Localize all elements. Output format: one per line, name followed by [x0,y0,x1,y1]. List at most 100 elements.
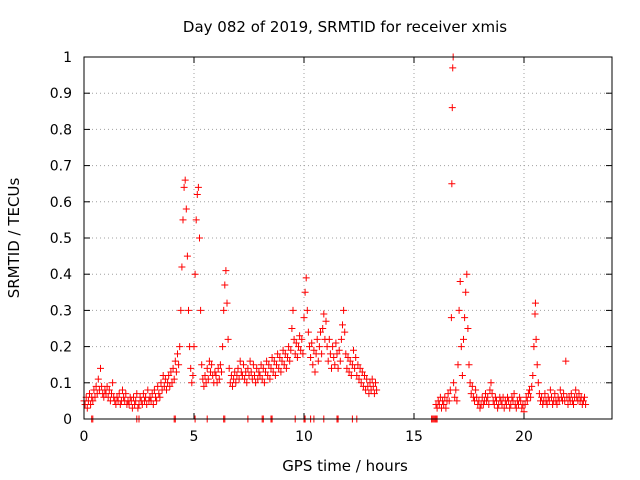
data-point [108,390,115,398]
data-point [203,364,211,372]
axes [83,56,613,420]
data-point [302,274,310,282]
data-point [546,386,554,394]
data-point [462,288,470,296]
data-point [369,382,377,390]
data-point [197,306,205,314]
y-tick-label: 0.6 [50,195,72,211]
data-point [295,343,302,351]
data-point [182,205,190,213]
grid [84,57,612,419]
data-point [253,364,261,372]
data-point [472,386,480,394]
data-point [83,404,91,412]
data-point [460,335,467,343]
data-point [249,361,257,369]
data-point [524,390,532,398]
data-point [301,288,309,296]
data-point [326,350,334,358]
data-point [240,361,247,369]
data-point [303,306,311,314]
data-point [526,386,533,394]
data-point [319,325,327,332]
data-point [353,372,361,380]
data-point [153,397,161,405]
data-point [441,393,449,401]
data-point [252,379,260,387]
data-point [219,343,227,351]
data-point [445,397,453,405]
y-tick-label: 0.3 [50,303,72,319]
data-point [534,379,542,387]
data-point [320,310,328,318]
data-point [260,379,268,387]
data-point [314,357,322,365]
data-point [551,390,559,398]
data-point [286,357,294,365]
data-point [208,361,216,369]
data-point [143,401,151,409]
data-point [304,328,312,336]
data-point [572,386,580,394]
data-point [276,353,284,361]
data-point [257,361,265,369]
data-point [262,368,269,376]
data-point [113,393,121,401]
data-point [280,361,288,369]
data-point [508,393,516,401]
data-point [313,335,321,343]
data-point [356,364,364,372]
data-point [216,361,224,369]
data-point [133,390,141,398]
data-point [139,390,147,398]
data-point [464,325,472,332]
data-point [243,379,251,387]
y-tick-label: 0.1 [50,376,72,392]
data-point [346,357,354,365]
data-point [267,364,275,372]
data-point [157,379,165,387]
data-point [458,372,466,380]
data-point [109,379,117,387]
data-point [292,339,300,347]
data-point [103,382,111,390]
data-point [232,379,240,387]
data-point [278,357,286,365]
data-point [370,390,378,398]
data-point [516,393,524,401]
data-point [484,393,492,401]
data-point [177,306,185,314]
data-point [450,379,458,387]
y-tick-label: 0 [63,412,72,428]
data-point [581,393,588,401]
data-point [168,379,176,387]
data-point [527,393,535,401]
tick-labels: 0 5 10 15 20 0 0.1 0.2 0.3 0.4 0.5 0.6 0.7 0.8 0.9 1 [50,50,533,445]
data-point [115,390,123,398]
chart-title: Day 082 of 2019, SRMTID for receiver xmi… [183,18,507,36]
data-point [343,364,351,372]
data-point [266,375,274,383]
data-point [310,346,318,354]
data-point [270,357,278,365]
data-point [345,368,353,376]
data-point [94,375,102,383]
data-point [341,328,349,336]
data-point [282,364,290,372]
data-point [264,372,272,380]
x-tick-label: 20 [515,429,533,445]
data-point [244,364,252,372]
data-point [196,234,203,242]
data-point [97,364,104,372]
data-point [335,346,343,354]
data-point [273,361,280,369]
x-tick-label: 5 [190,429,199,445]
data-point [447,314,455,322]
data-point [344,353,352,361]
data-point [556,386,564,394]
data-point [116,401,124,409]
data-point [231,368,239,376]
data-point [178,263,186,271]
data-point [171,357,179,365]
